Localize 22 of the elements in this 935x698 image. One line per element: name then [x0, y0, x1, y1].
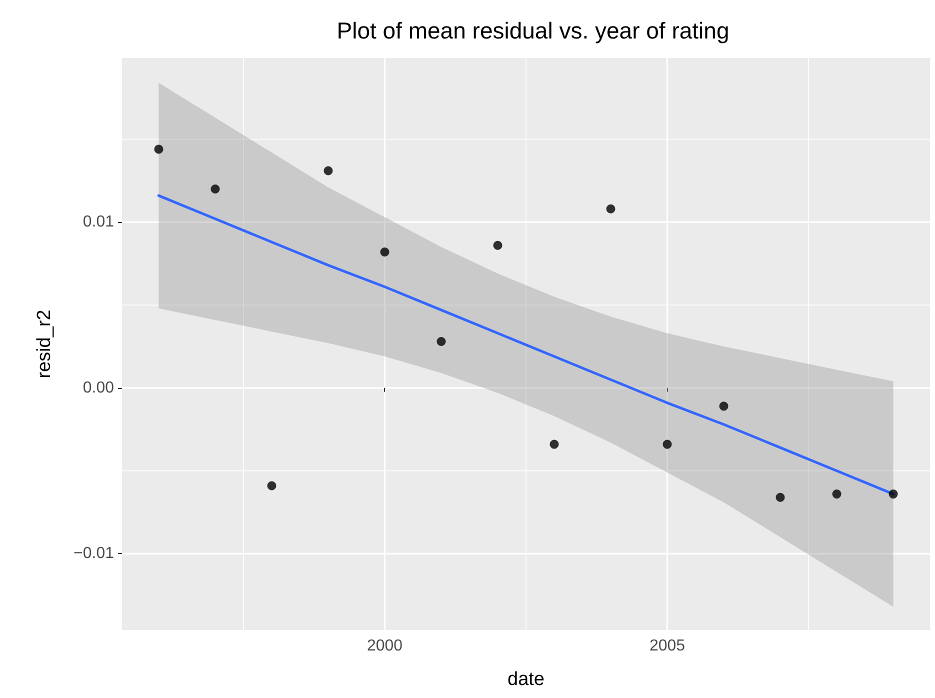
y-tick-label: 0.00 [82, 379, 114, 396]
x-tick-label: 2005 [649, 638, 686, 654]
point [606, 204, 616, 214]
point [662, 440, 672, 449]
point [550, 440, 559, 449]
point [888, 490, 898, 499]
point [324, 166, 333, 176]
x-axis-title: date [508, 669, 544, 690]
point [436, 337, 446, 346]
point [776, 492, 785, 502]
point [210, 184, 220, 194]
point [154, 144, 164, 154]
y-tick-label: 0.01 [82, 214, 114, 231]
y-tick-label: −0.01 [74, 545, 114, 562]
y-axis-title: resid_r2 [34, 310, 55, 378]
point [380, 247, 390, 256]
point [493, 240, 502, 250]
chart-title: Plot of mean residual vs. year of rating [336, 18, 730, 44]
point [719, 402, 728, 411]
x-tick-label: 2000 [366, 638, 403, 654]
point [832, 490, 842, 499]
point [267, 481, 276, 490]
